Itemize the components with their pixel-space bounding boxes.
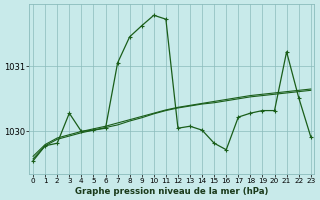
X-axis label: Graphe pression niveau de la mer (hPa): Graphe pression niveau de la mer (hPa) xyxy=(75,187,268,196)
